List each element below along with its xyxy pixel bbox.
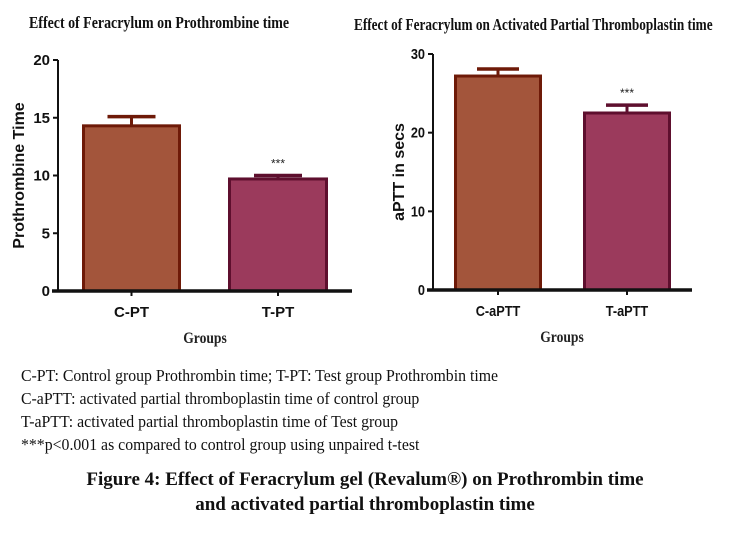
significance-marker: *** <box>271 157 285 171</box>
caption-line-2: and activated partial thromboplastin tim… <box>195 494 535 515</box>
y-tick-label: 0 <box>42 283 50 300</box>
y-axis-label: Prothrombine Time <box>11 102 28 248</box>
chart-title-prothrombin: Effect of Feracrylum on Prothrombine tim… <box>29 13 290 32</box>
prothrombin-bar-chart: 0 5 10 15 20 C-PT *** T-PT Prothrombine Time Grou… <box>11 52 352 347</box>
y-tick-label: 20 <box>33 52 50 69</box>
x-axis-label: Groups <box>183 330 227 347</box>
figure-caption: Figure 4: Effect of Feracrylum gel (Reva… <box>0 467 730 517</box>
note-pt-definition: C-PT: Control group Prothrombin time; T-… <box>21 366 499 385</box>
note-c-aptt-definition: C-aPTT: activated partial thromboplastin… <box>21 389 420 408</box>
y-tick-label: 20 <box>411 124 425 141</box>
y-tick-label: 0 <box>418 281 425 298</box>
y-tick-label: 10 <box>33 168 50 185</box>
x-category-label: C-PT <box>114 304 149 321</box>
x-axis-label: Groups <box>540 329 584 346</box>
bar-t-aptt <box>583 111 671 292</box>
figure-notes: C-PT: Control group Prothrombin time; T-… <box>21 364 534 456</box>
y-tick-label: 10 <box>411 202 425 219</box>
y-tick-label: 15 <box>33 110 50 127</box>
x-category-label: T-aPTT <box>606 302 649 319</box>
x-category-label: C-aPTT <box>476 302 521 319</box>
bar-c-aptt <box>454 74 542 292</box>
y-tick-label: 30 <box>411 45 425 62</box>
x-category-label: T-PT <box>262 304 295 321</box>
note-significance: ***p<0.001 as compared to control group … <box>21 435 420 454</box>
y-tick-label: 5 <box>42 225 50 242</box>
caption-line-1: Figure 4: Effect of Feracrylum gel (Reva… <box>86 469 644 490</box>
note-t-aptt-definition: T-aPTT: activated partial thromboplastin… <box>21 412 399 431</box>
bar-c-pt <box>82 124 181 293</box>
y-axis-label: aPTT in secs <box>391 123 408 221</box>
significance-marker: *** <box>620 86 634 100</box>
chart-title-aptt: Effect of Feracrylum on Activated Partia… <box>354 15 713 34</box>
aptt-bar-chart: 0 10 20 30 C-aPTT *** T-aPTT aPTT in secs Groups <box>391 45 692 346</box>
